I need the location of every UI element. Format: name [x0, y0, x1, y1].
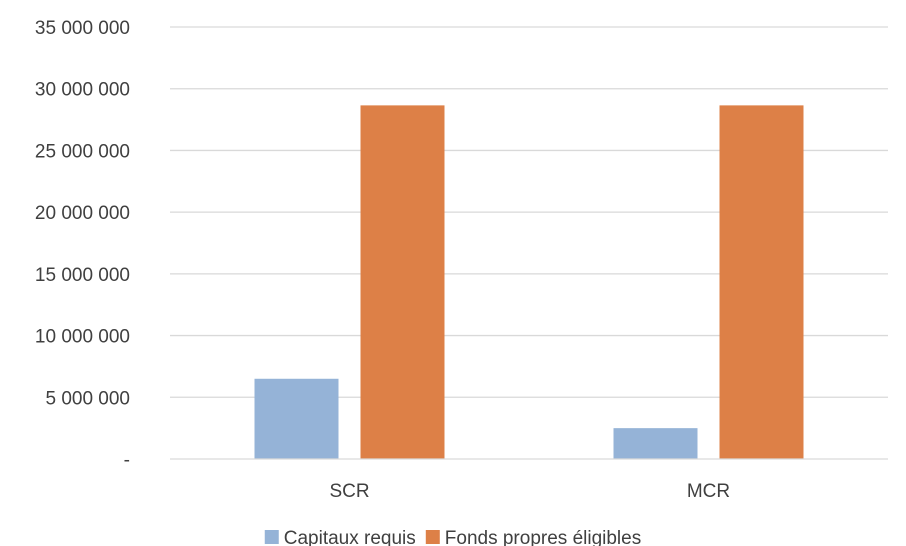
- legend-label: Capitaux requis: [284, 528, 416, 546]
- bar-scr-series-2: [360, 105, 445, 460]
- y-tick-label: 5 000 000: [45, 388, 130, 409]
- y-axis-tick-labels: - 5 000 000 10 000 000 15 000 000 20 000 000…: [35, 18, 130, 471]
- y-tick-label: 10 000 000: [35, 327, 130, 348]
- gridlines: [170, 26, 888, 398]
- y-tick-label: 25 000 000: [35, 141, 130, 162]
- legend-swatch: [425, 530, 440, 544]
- bar-mcr-series-2: [719, 105, 804, 460]
- x-category-label: SCR: [329, 481, 369, 502]
- y-tick-label: 35 000 000: [35, 18, 130, 39]
- legend: Capitaux requis Fonds propres éligibles: [264, 528, 641, 546]
- y-tick-label: -: [124, 450, 130, 471]
- bar-mcr-series-1: [613, 428, 698, 459]
- bars: [254, 105, 804, 460]
- y-tick-label: 30 000 000: [35, 80, 130, 101]
- y-tick-label: 20 000 000: [35, 203, 130, 224]
- x-axis-category-labels: SCR MCR: [329, 481, 730, 502]
- bar-scr-series-1: [254, 378, 339, 459]
- y-tick-label: 15 000 000: [35, 265, 130, 286]
- legend-label: Fonds propres éligibles: [445, 528, 641, 546]
- legend-swatch: [264, 530, 279, 544]
- x-category-label: MCR: [687, 481, 730, 502]
